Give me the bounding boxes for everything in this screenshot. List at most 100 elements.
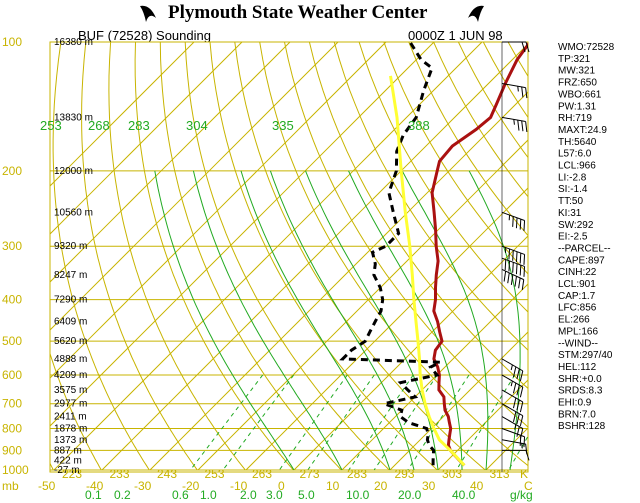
- wind-barb: [501, 82, 528, 99]
- mixing-ratio-unit: g/kg: [510, 488, 533, 502]
- height-label: 6409 m: [54, 317, 87, 328]
- isotherm-line: [245, 187, 528, 471]
- temperature-tick-label: -10: [230, 479, 248, 493]
- diagram-grid: [50, 42, 528, 471]
- sounding-time: 0000Z 1 JUN 98: [408, 28, 503, 43]
- height-label: 1878 m: [54, 424, 87, 435]
- wind-barb: [501, 389, 524, 413]
- wind-barb: [501, 358, 524, 382]
- index-item: CAP:1.7: [558, 291, 596, 302]
- index-item: TT:50: [558, 196, 583, 207]
- index-item: KI:31: [558, 208, 582, 219]
- theta-e-label: 304: [186, 118, 208, 133]
- wind-barb: [501, 403, 524, 426]
- moist-adiabat-line: [154, 170, 295, 471]
- wind-barb: [501, 269, 525, 291]
- index-item: CAPE:897: [558, 255, 605, 266]
- height-label: 2411 m: [54, 412, 87, 423]
- potential-temp-label: 253: [205, 467, 225, 481]
- moist-adiabat-line: [240, 170, 391, 471]
- station-label: BUF (72528) Sounding: [78, 28, 211, 43]
- isotherm-line: [485, 427, 528, 471]
- temperature-tick-label: 20: [374, 479, 388, 493]
- index-item: SHR:+0.0: [558, 374, 602, 385]
- pressure-tick-label: 900: [2, 443, 22, 457]
- wind-barb: [501, 428, 526, 448]
- theta-e-label: 388: [408, 118, 430, 133]
- moist-adiabat-line: [348, 170, 463, 470]
- potential-temp-label: 283: [347, 467, 367, 481]
- dry-adiabat-line: [433, 42, 528, 198]
- isotherm-line: [50, 42, 387, 379]
- temperature-tick-label: 0: [278, 479, 285, 493]
- index-item: LCL:901: [558, 279, 596, 290]
- index-item: LI:-2.8: [558, 172, 587, 183]
- mixing-ratio-line: [278, 374, 348, 471]
- pressure-unit: mb: [2, 479, 19, 493]
- index-item: RH:719: [558, 113, 592, 124]
- index-item: MW:321: [558, 66, 595, 77]
- isotherm-line: [50, 42, 435, 427]
- temperature-tick-label: 40: [470, 479, 484, 493]
- pressure-tick-label: 1000: [2, 463, 29, 477]
- pressure-tick-label: 200: [2, 164, 22, 178]
- mixing-ratio-label: 10.0: [346, 488, 370, 502]
- mixing-ratio-label: 5.0: [298, 488, 315, 502]
- pressure-tick-label: 800: [2, 422, 22, 436]
- temperature-tick-label: -30: [134, 479, 152, 493]
- height-label: 2977 m: [54, 399, 87, 410]
- temperature-unit: C: [524, 479, 533, 493]
- isotherm-line: [50, 42, 291, 283]
- theta-e-label: 253: [40, 118, 62, 133]
- potential-temp-label: 223: [62, 467, 82, 481]
- wind-barbs: [501, 41, 530, 472]
- dry-adiabat-line: [108, 42, 246, 471]
- index-item: FRZ:650: [558, 78, 597, 89]
- mixing-ratio-label: 2.0: [240, 488, 257, 502]
- pressure-tick-label: 600: [2, 368, 22, 382]
- index-item: TP:321: [558, 54, 591, 65]
- dry-adiabat-line: [184, 42, 390, 471]
- moist-adiabat-line: [192, 170, 343, 471]
- mixing-ratio-label: 0.2: [114, 488, 131, 502]
- mixing-ratio-label: 40.0: [452, 488, 476, 502]
- mixing-ratio-label: 1.0: [200, 488, 217, 502]
- index-item: STM:297/40: [558, 350, 613, 361]
- theta-e-label: 283: [128, 118, 150, 133]
- mixing-ratio-label: 20.0: [398, 488, 422, 502]
- wind-barb: [501, 116, 528, 132]
- pressure-tick-label: 300: [2, 239, 22, 253]
- moist-adiabat-line: [269, 170, 415, 471]
- index-item: --PARCEL--: [558, 243, 611, 254]
- height-label: 7290 m: [54, 295, 87, 306]
- dry-adiabat-line: [308, 42, 528, 390]
- height-label: 422 m: [54, 455, 82, 466]
- index-item: LCL:966: [558, 161, 596, 172]
- mixing-ratio-line: [190, 374, 264, 471]
- potential-temp-label: 233: [110, 467, 130, 481]
- index-item: EL:266: [558, 315, 590, 326]
- isotherm-line: [50, 42, 243, 235]
- wind-barb: [501, 211, 526, 231]
- index-item: WMO:72528: [558, 42, 615, 53]
- mixing-ratio-line: [222, 374, 295, 471]
- isotherm-line: [389, 331, 528, 471]
- potential-temp-label: 263: [252, 467, 272, 481]
- dry-adiabat-line: [52, 42, 150, 471]
- height-label: 3575 m: [54, 385, 87, 396]
- dry-adiabat-line: [50, 351, 102, 471]
- temperature-tick-label: 30: [422, 479, 436, 493]
- temperature-tick-label: 10: [326, 479, 340, 493]
- temperature-profile-line: [430, 42, 528, 467]
- mixing-ratio-line: [407, 374, 470, 471]
- dry-adiabat-line: [259, 42, 528, 467]
- wind-barb: [502, 449, 530, 461]
- dry-adiabat-line: [81, 42, 198, 471]
- index-item: WBO:661: [558, 89, 602, 100]
- height-label: 5620 m: [54, 336, 87, 347]
- index-item: SI:-1.4: [558, 184, 588, 195]
- height-label: 4888 m: [54, 354, 87, 365]
- dry-adiabat-line: [209, 42, 438, 471]
